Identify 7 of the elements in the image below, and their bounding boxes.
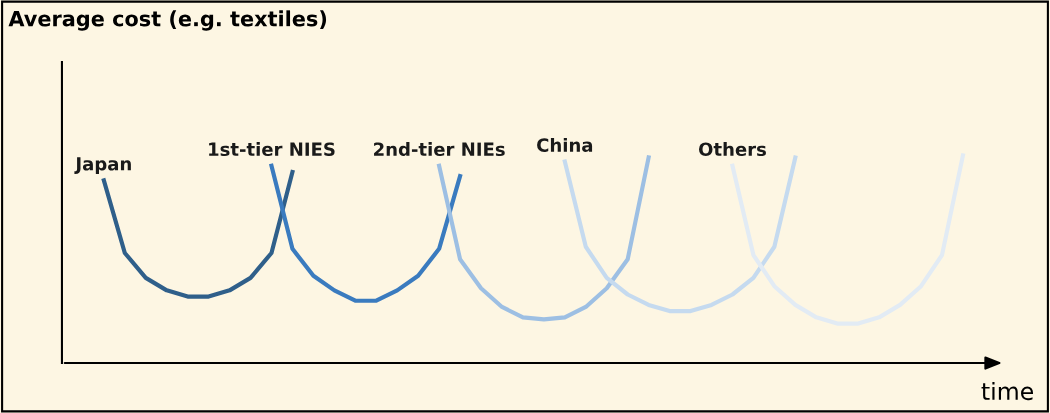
x-axis-title: time [981, 381, 1033, 401]
text: Average cost (e.g. textiles) [8, 10, 327, 31]
series-label: 2nd-tier NIEs [374, 142, 505, 157]
series-label: Japan [74, 157, 131, 175]
series-label: Others [698, 142, 766, 157]
series-label: 1st-tier NIES [209, 142, 335, 157]
series-label: China [537, 137, 593, 152]
